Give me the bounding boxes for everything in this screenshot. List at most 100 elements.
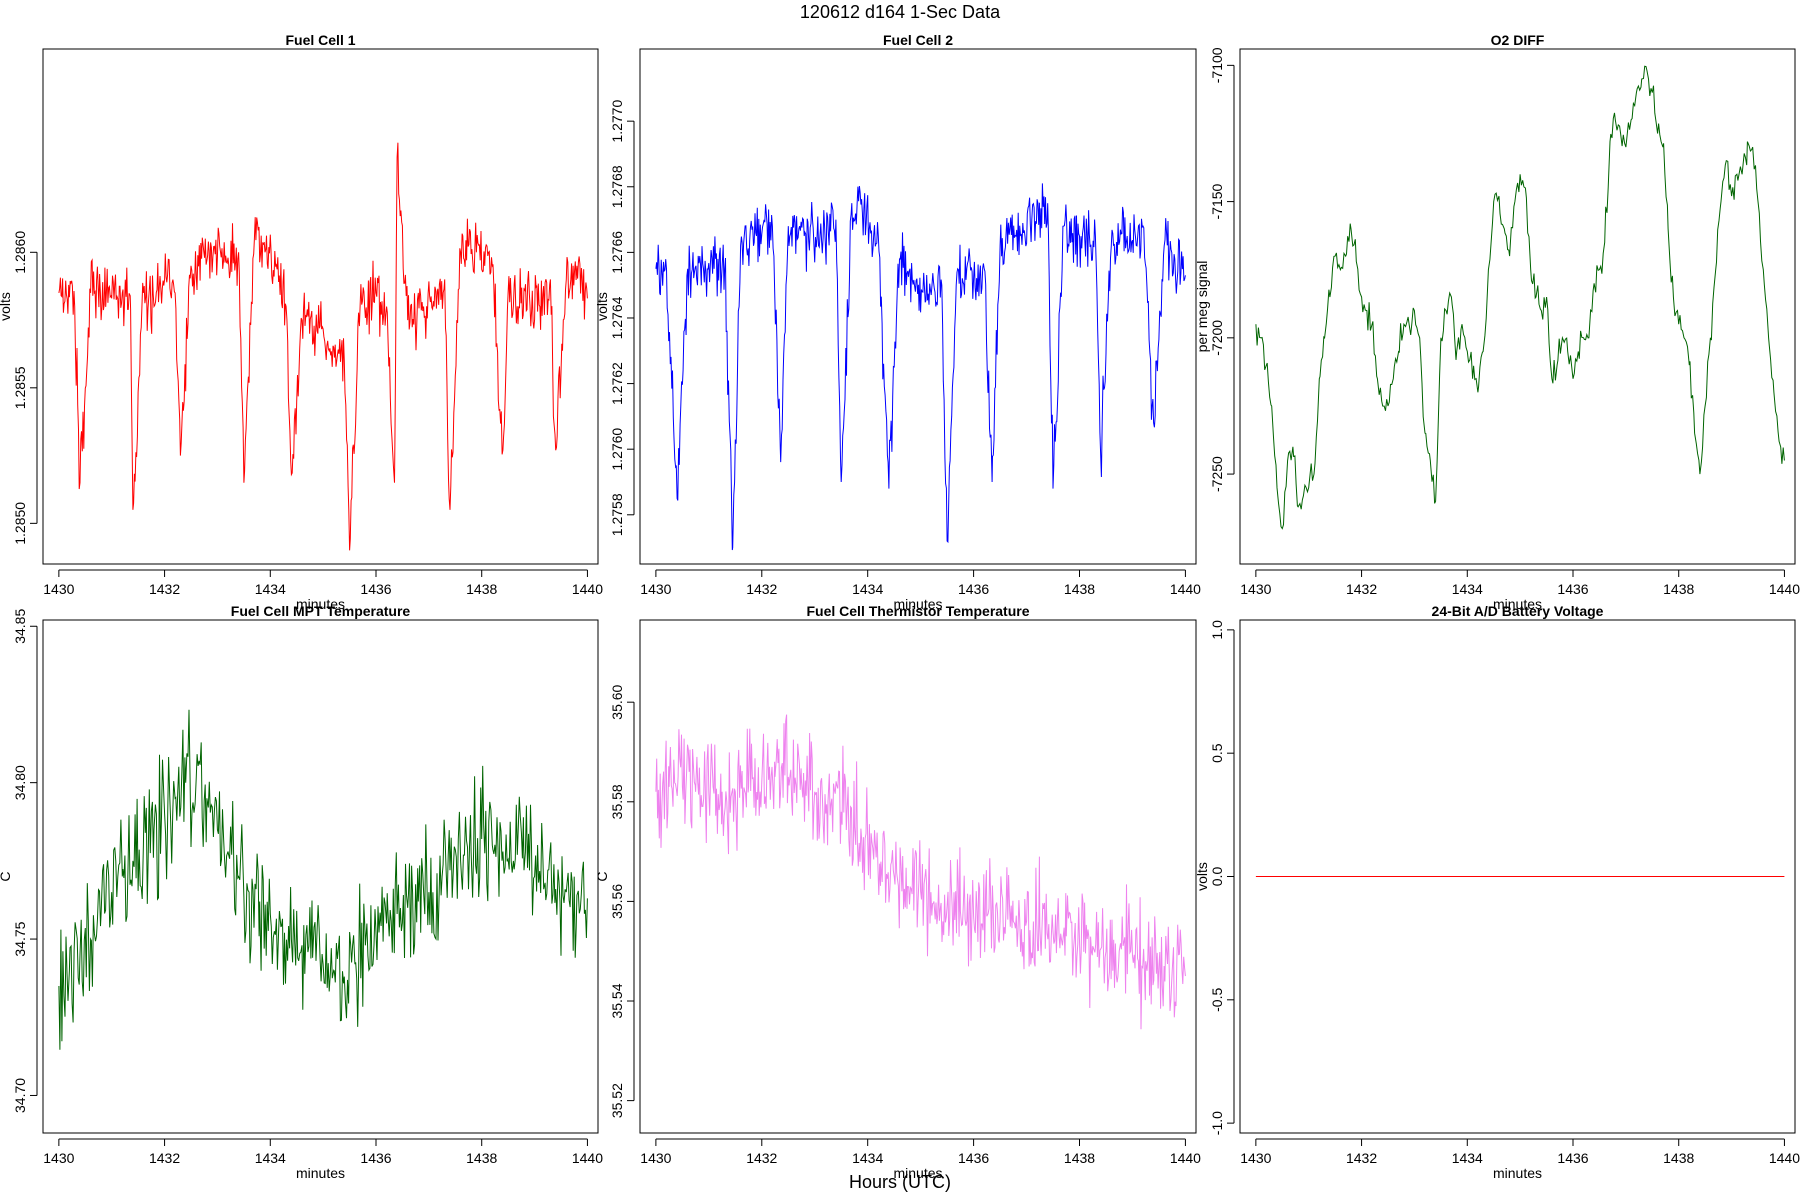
y-tick-label: 35.56 <box>609 884 625 919</box>
y-axis-label: volts <box>0 292 13 321</box>
panel-title: Fuel Cell 2 <box>883 32 953 48</box>
plot-frame <box>639 48 1197 565</box>
x-axis-label: minutes <box>1493 1165 1542 1181</box>
y-tick-label: -7200 <box>1209 320 1225 356</box>
x-tick-label: 1434 <box>1452 581 1483 597</box>
y-tick-label: 35.60 <box>609 684 625 719</box>
x-tick-label: 1438 <box>1064 1150 1095 1166</box>
y-tick-label: -7100 <box>1209 47 1225 83</box>
y-axis-label: C <box>0 871 13 881</box>
y-tick-label: 1.2768 <box>609 165 625 208</box>
x-tick-label: 1432 <box>746 1150 777 1166</box>
x-tick-label: 1438 <box>1064 581 1095 597</box>
x-tick-label: 1434 <box>852 1150 883 1166</box>
chart-panel-3: O2 DIFF 1430 1432 1434 1436 1438 1440 minutes -7… <box>1194 32 1800 612</box>
chart-panel-6: 24-Bit A/D Battery Voltage 1430 1432 1434 14… <box>1194 603 1800 1181</box>
x-tick-label: 1430 <box>43 581 74 597</box>
data-series-line <box>1255 65 1785 530</box>
x-tick-label: 1440 <box>1769 1150 1800 1166</box>
y-tick-label: 35.54 <box>609 983 625 1018</box>
x-tick-label: 1436 <box>360 581 391 597</box>
plot-frame <box>639 619 1197 1134</box>
y-tick-label: 34.80 <box>12 765 28 800</box>
data-series-line <box>655 183 1186 551</box>
panel-title: O2 DIFF <box>1491 32 1545 48</box>
chart-panels: Fuel Cell 1 1430 1432 1434 1436 1438 1440 minut… <box>0 32 1800 1181</box>
figure-title: 120612 d164 1-Sec Data <box>800 2 1001 22</box>
x-tick-label: 1430 <box>1240 581 1271 597</box>
x-tick-label: 1432 <box>746 581 777 597</box>
panel-title: Fuel Cell MPT Temperature <box>231 603 411 619</box>
x-tick-label: 1432 <box>1346 1150 1377 1166</box>
y-tick-label: 34.70 <box>12 1078 28 1113</box>
x-tick-label: 1430 <box>43 1150 74 1166</box>
y-tick-label: 1.2760 <box>609 428 625 471</box>
y-tick-label: 1.2850 <box>12 502 28 545</box>
y-tick-label: 35.58 <box>609 784 625 819</box>
x-axis-label: minutes <box>1493 596 1542 612</box>
x-tick-label: 1434 <box>1452 1150 1483 1166</box>
x-tick-label: 1436 <box>1557 1150 1588 1166</box>
x-tick-label: 1436 <box>958 1150 989 1166</box>
y-tick-label: 34.75 <box>12 921 28 956</box>
y-tick-label: -7250 <box>1209 456 1225 492</box>
x-axis-label: minutes <box>893 1165 942 1181</box>
y-axis-label: volts <box>594 292 610 321</box>
x-tick-label: 1436 <box>958 581 989 597</box>
x-tick-label: 1440 <box>1170 581 1201 597</box>
x-tick-label: 1438 <box>1663 581 1694 597</box>
x-tick-label: 1440 <box>1769 581 1800 597</box>
data-series-line <box>655 714 1186 1030</box>
y-tick-label: 1.0 <box>1209 620 1225 640</box>
x-axis-label: minutes <box>296 1165 345 1181</box>
x-tick-label: 1440 <box>1170 1150 1201 1166</box>
y-tick-label: 35.52 <box>609 1083 625 1118</box>
x-tick-label: 1434 <box>255 581 286 597</box>
x-tick-label: 1440 <box>572 581 603 597</box>
x-axis-label: minutes <box>893 596 942 612</box>
y-tick-label: 34.85 <box>12 609 28 644</box>
y-tick-label: 1.2758 <box>609 493 625 536</box>
plot-frame <box>1239 619 1796 1134</box>
x-tick-label: 1434 <box>255 1150 286 1166</box>
plot-frame <box>42 48 599 565</box>
y-tick-label: 1.2764 <box>609 296 625 339</box>
y-tick-label: -7150 <box>1209 183 1225 219</box>
x-tick-label: 1430 <box>640 581 671 597</box>
panel-title: 24-Bit A/D Battery Voltage <box>1432 603 1604 619</box>
y-axis-label: volts <box>1194 862 1210 891</box>
x-tick-label: 1440 <box>572 1150 603 1166</box>
plot-frame <box>1239 48 1796 565</box>
x-tick-label: 1430 <box>640 1150 671 1166</box>
x-tick-label: 1432 <box>1346 581 1377 597</box>
y-tick-label: -0.5 <box>1209 988 1225 1012</box>
panel-title: Fuel Cell 1 <box>285 32 355 48</box>
y-tick-label: 1.2766 <box>609 231 625 274</box>
y-tick-label: 0.0 <box>1209 867 1225 887</box>
y-tick-label: 1.2762 <box>609 362 625 405</box>
x-tick-label: 1436 <box>360 1150 391 1166</box>
x-tick-label: 1438 <box>466 1150 497 1166</box>
chart-panel-5: Fuel Cell Thermistor Temperature 1430 1432… <box>594 603 1201 1181</box>
panel-title: Fuel Cell Thermistor Temperature <box>806 603 1029 619</box>
y-tick-label: 0.5 <box>1209 743 1225 763</box>
chart-panel-4: Fuel Cell MPT Temperature 1430 1432 1434 143… <box>0 603 603 1181</box>
y-axis-label: per meg signal <box>1194 261 1210 353</box>
x-axis-label: minutes <box>296 596 345 612</box>
figure-x-label: Hours (UTC) <box>849 1172 951 1192</box>
x-tick-label: 1434 <box>852 581 883 597</box>
data-series-line <box>58 709 588 1050</box>
data-series-line <box>58 142 588 551</box>
chart-panel-1: Fuel Cell 1 1430 1432 1434 1436 1438 1440 minut… <box>0 32 603 612</box>
x-tick-label: 1438 <box>1663 1150 1694 1166</box>
y-tick-label: 1.2860 <box>12 231 28 274</box>
y-tick-label: 1.2770 <box>609 100 625 143</box>
x-tick-label: 1432 <box>149 581 180 597</box>
y-tick-label: -1.0 <box>1209 1111 1225 1135</box>
x-tick-label: 1430 <box>1240 1150 1271 1166</box>
y-tick-label: 1.2855 <box>12 366 28 409</box>
y-axis-label: C <box>594 871 610 881</box>
plot-frame <box>42 619 599 1134</box>
x-tick-label: 1438 <box>466 581 497 597</box>
